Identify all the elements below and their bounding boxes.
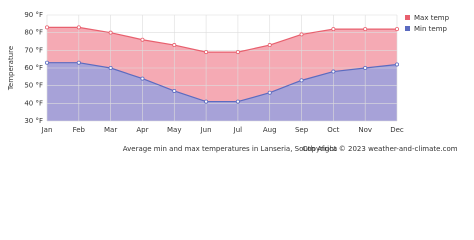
copyright: Copyright © 2023 weather-and-climate.com: [302, 145, 457, 153]
point: [267, 90, 272, 95]
x-tick-label: Aug: [263, 126, 277, 134]
point: [140, 76, 145, 81]
point: [76, 25, 81, 30]
legend-swatch: [405, 26, 410, 31]
point: [172, 43, 177, 48]
y-axis-label: Temperature: [7, 46, 15, 91]
y-tick-label: 40 °F: [24, 99, 43, 107]
point: [235, 50, 240, 55]
point: [331, 69, 336, 74]
point: [235, 99, 240, 104]
point: [45, 25, 50, 30]
caption: Average min and max temperatures in Lans…: [123, 145, 337, 153]
x-tick-label: Mar: [104, 126, 117, 134]
x-tick-label: Oct: [327, 126, 339, 134]
point: [204, 50, 209, 55]
chart: Temperature Average min and max temperat…: [7, 11, 458, 153]
point: [140, 37, 145, 42]
x-tick-label: Sep: [295, 126, 309, 134]
y-tick-label: 70 °F: [24, 46, 43, 54]
point: [363, 66, 368, 71]
legend-label: Min temp: [414, 25, 448, 33]
point: [394, 62, 399, 67]
x-tick-label: Jul: [233, 126, 243, 134]
y-tick-label: 50 °F: [24, 82, 43, 90]
line: [47, 62, 398, 103]
legend-swatch: [405, 15, 410, 20]
x-tick-label: Jan: [41, 126, 53, 134]
point: [394, 27, 399, 32]
point: [267, 43, 272, 48]
point: [108, 30, 113, 35]
line: [47, 26, 397, 53]
x-tick-label: Apr: [136, 126, 148, 134]
point: [299, 32, 304, 37]
point: [172, 88, 177, 93]
point: [363, 27, 368, 32]
x-tick-label: Feb: [73, 126, 86, 134]
point: [108, 66, 113, 71]
area-fill: [47, 62, 397, 121]
point: [331, 27, 336, 32]
y-tick-label: 60 °F: [24, 64, 43, 72]
point: [45, 60, 50, 65]
point: [299, 78, 304, 83]
x-tick-label: May: [167, 126, 181, 134]
point: [204, 99, 209, 104]
y-tick-label: 90 °F: [24, 11, 43, 19]
point: [76, 60, 81, 65]
y-tick-label: 30 °F: [24, 117, 43, 125]
legend-label: Max temp: [414, 14, 450, 22]
y-tick-label: 80 °F: [24, 29, 43, 37]
x-tick-label: Jun: [200, 126, 212, 134]
x-tick-label: Nov: [358, 126, 372, 134]
x-tick-label: Dec: [390, 126, 404, 134]
